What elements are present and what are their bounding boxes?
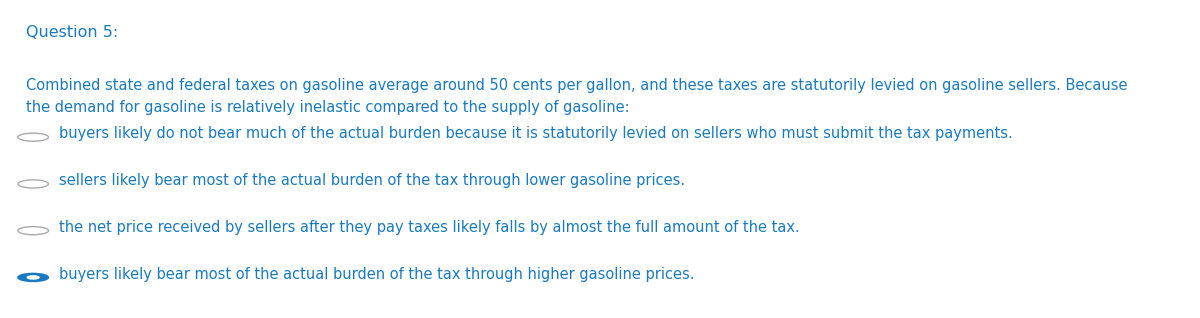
Text: sellers likely bear most of the actual burden of the tax through lower gasoline : sellers likely bear most of the actual b… xyxy=(59,173,685,188)
Text: Combined state and federal taxes on gasoline average around 50 cents per gallon,: Combined state and federal taxes on gaso… xyxy=(26,78,1128,115)
Circle shape xyxy=(18,227,48,235)
Text: Question 5:: Question 5: xyxy=(26,25,119,40)
Circle shape xyxy=(28,276,40,279)
Text: the net price received by sellers after they pay taxes likely falls by almost th: the net price received by sellers after … xyxy=(59,220,799,235)
Circle shape xyxy=(18,180,48,188)
Text: buyers likely bear most of the actual burden of the tax through higher gasoline : buyers likely bear most of the actual bu… xyxy=(59,266,695,281)
Circle shape xyxy=(18,133,48,141)
Text: buyers likely do not bear much of the actual burden because it is statutorily le: buyers likely do not bear much of the ac… xyxy=(59,126,1013,141)
Circle shape xyxy=(18,273,48,281)
